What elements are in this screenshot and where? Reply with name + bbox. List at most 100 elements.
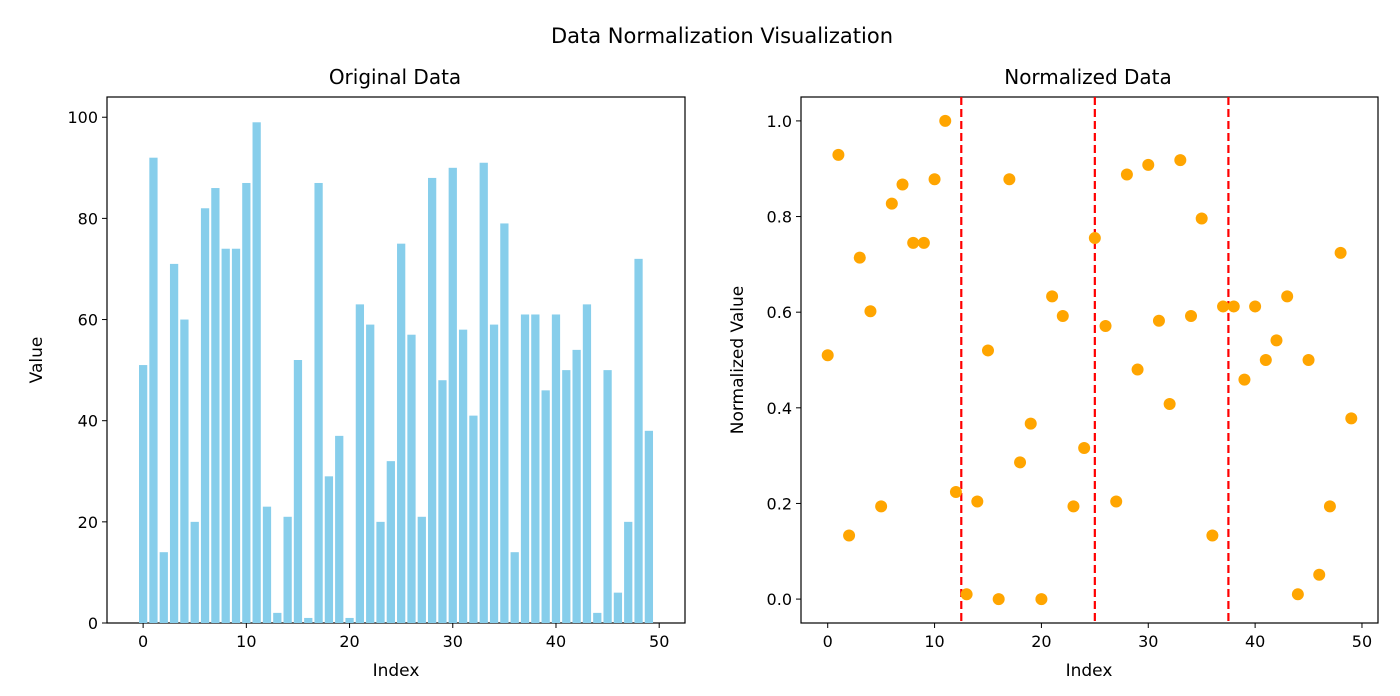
point-45 xyxy=(1302,354,1315,366)
point-8 xyxy=(907,236,920,249)
bar-48 xyxy=(634,258,643,623)
x-tick-label: 20 xyxy=(339,632,359,651)
bar-3 xyxy=(169,263,179,623)
point-1 xyxy=(832,148,845,161)
bar-24 xyxy=(386,461,395,623)
original-data-panel: Original Data 0 10 20 30 40 50 0 20 40 60 80 100 I… xyxy=(27,65,686,681)
bar-25 xyxy=(397,243,406,624)
x-tick-label: 0 xyxy=(138,632,148,651)
bar-46 xyxy=(613,592,623,623)
bar-26 xyxy=(407,334,416,623)
point-6 xyxy=(885,197,898,210)
point-36 xyxy=(1206,529,1219,542)
point-10 xyxy=(928,173,941,186)
point-24 xyxy=(1078,441,1091,454)
point-22 xyxy=(1056,310,1069,323)
bar-33 xyxy=(479,162,488,623)
bar-30 xyxy=(448,167,457,623)
point-43 xyxy=(1281,290,1294,303)
bar-17 xyxy=(314,182,323,624)
bar-8 xyxy=(221,248,230,624)
bar-2 xyxy=(159,552,168,623)
point-19 xyxy=(1024,417,1037,430)
point-12 xyxy=(949,485,962,498)
x-tick-label: 40 xyxy=(1245,632,1265,651)
x-tick-label: 10 xyxy=(924,632,944,651)
bar-21 xyxy=(355,304,365,623)
point-13 xyxy=(960,588,973,601)
y-tick-label: 0.8 xyxy=(767,208,792,227)
point-0 xyxy=(821,349,834,362)
x-tick-label: 50 xyxy=(649,632,669,651)
bar-35 xyxy=(500,223,509,623)
point-37 xyxy=(1217,300,1230,313)
normalized-data-y-label: Normalized Value xyxy=(728,286,748,435)
bar-22 xyxy=(366,324,375,623)
point-31 xyxy=(1152,314,1165,327)
bar-16 xyxy=(304,617,313,623)
point-3 xyxy=(853,251,866,264)
point-16 xyxy=(992,593,1005,606)
bar-11 xyxy=(252,122,261,623)
bar-9 xyxy=(231,248,241,624)
bar-23 xyxy=(376,521,385,623)
bar-44 xyxy=(593,612,602,623)
bar-15 xyxy=(293,360,303,623)
point-46 xyxy=(1313,568,1326,581)
bar-19 xyxy=(335,435,344,623)
bar-27 xyxy=(417,516,426,623)
bar-28 xyxy=(428,177,437,624)
original-data-title: Original Data xyxy=(329,65,461,89)
bar-6 xyxy=(200,208,210,623)
y-tick-label: 40 xyxy=(78,412,98,431)
point-17 xyxy=(1003,173,1016,186)
y-tick-label: 60 xyxy=(78,311,98,330)
bar-4 xyxy=(180,319,189,623)
normalized-data-x-ticks: 0 10 20 30 40 50 xyxy=(823,623,1372,651)
normalized-data-segment-lines xyxy=(960,97,1230,623)
point-49 xyxy=(1345,412,1358,425)
bar-31 xyxy=(458,329,468,623)
bar-40 xyxy=(551,314,561,623)
point-21 xyxy=(1046,290,1059,303)
point-23 xyxy=(1067,500,1080,513)
bar-32 xyxy=(469,415,478,623)
normalized-data-x-label: Index xyxy=(1066,661,1113,681)
original-data-x-label: Index xyxy=(373,661,420,681)
y-tick-label: 0 xyxy=(88,614,98,633)
bar-20 xyxy=(345,617,354,623)
point-28 xyxy=(1120,168,1133,181)
point-33 xyxy=(1174,154,1187,167)
point-44 xyxy=(1291,588,1304,601)
point-29 xyxy=(1131,363,1144,376)
point-27 xyxy=(1110,495,1123,508)
point-47 xyxy=(1323,500,1336,513)
bar-45 xyxy=(603,370,612,623)
normalized-data-plot-frame xyxy=(800,96,1379,624)
point-42 xyxy=(1270,334,1283,347)
x-tick-label: 40 xyxy=(546,632,566,651)
point-20 xyxy=(1035,593,1048,606)
point-30 xyxy=(1142,158,1155,171)
figure-title: Data Normalization Visualization xyxy=(551,24,893,48)
bar-43 xyxy=(582,304,592,623)
y-tick-label: 80 xyxy=(78,209,98,228)
bar-7 xyxy=(211,188,220,624)
x-tick-label: 50 xyxy=(1352,632,1372,651)
point-15 xyxy=(981,344,994,357)
bar-1 xyxy=(149,157,158,623)
point-14 xyxy=(971,495,984,508)
bar-10 xyxy=(242,182,251,624)
bar-29 xyxy=(438,380,447,623)
bar-13 xyxy=(273,612,282,623)
original-data-bars xyxy=(139,122,654,624)
point-40 xyxy=(1249,300,1262,313)
normalized-data-panel: Normalized Data 0 10 20 30 40 50 0.0 0.2 0.4 0.6… xyxy=(728,65,1379,681)
point-5 xyxy=(875,500,888,513)
y-tick-label: 0.4 xyxy=(767,399,792,418)
bar-37 xyxy=(520,314,530,623)
bar-41 xyxy=(562,370,571,623)
x-tick-label: 0 xyxy=(823,632,833,651)
normalized-data-y-ticks: 0.0 0.2 0.4 0.6 0.8 1.0 xyxy=(767,112,801,609)
